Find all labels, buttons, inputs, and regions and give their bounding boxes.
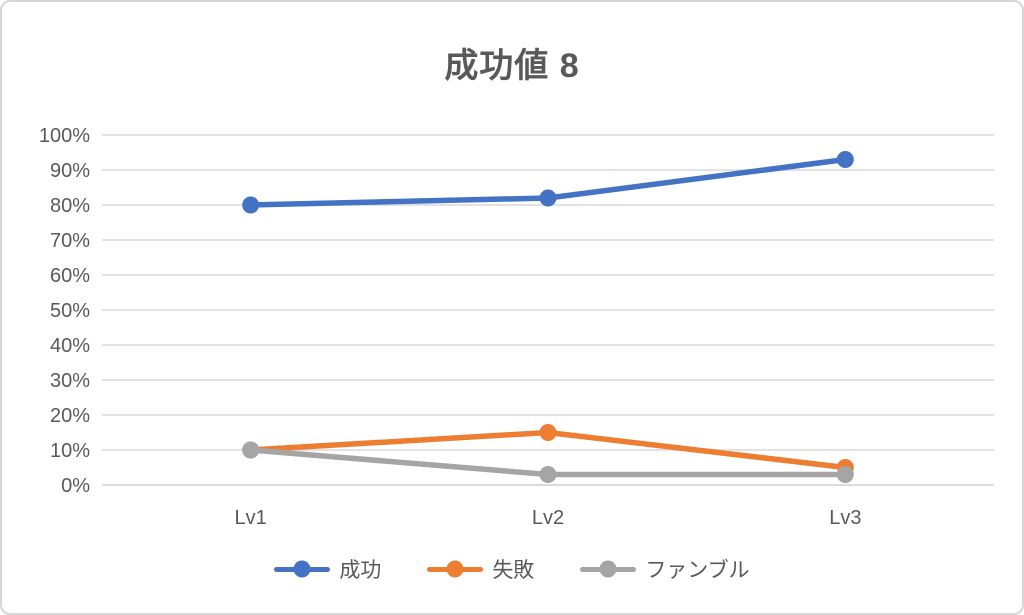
y-axis-tick-label: 20% bbox=[50, 405, 90, 427]
y-axis-tick-label: 30% bbox=[50, 370, 90, 392]
y-axis-tick-label: 40% bbox=[50, 335, 90, 357]
y-axis-tick-label: 60% bbox=[50, 265, 90, 287]
legend-label: 成功 bbox=[339, 559, 382, 582]
chart-legend: 成功 失敗 ファンブル bbox=[2, 554, 1022, 584]
legend-marker-dot bbox=[599, 560, 617, 578]
data-point-marker bbox=[242, 196, 260, 214]
legend-label: 失敗 bbox=[492, 559, 535, 582]
legend-item: 成功 bbox=[274, 554, 381, 584]
y-axis-tick-label: 10% bbox=[50, 440, 90, 462]
chart-title: 成功値 8 bbox=[444, 47, 580, 85]
x-axis-category-label: Lv1 bbox=[235, 507, 267, 529]
data-point-marker bbox=[242, 441, 260, 459]
x-axis-category-label: Lv2 bbox=[532, 507, 564, 529]
y-axis-tick-label: 70% bbox=[50, 230, 90, 252]
y-axis-tick-label: 0% bbox=[61, 475, 90, 497]
data-point-marker bbox=[539, 466, 557, 483]
legend-marker-line bbox=[274, 560, 331, 578]
legend-item: ファンブル bbox=[580, 554, 750, 584]
data-point-marker bbox=[836, 151, 854, 168]
legend-item: 失敗 bbox=[427, 554, 534, 584]
x-axis-category-label: Lv3 bbox=[829, 507, 861, 529]
legend-marker-line bbox=[580, 560, 637, 578]
legend-marker-dot bbox=[293, 560, 311, 578]
y-axis-tick-label: 50% bbox=[50, 300, 90, 322]
legend-marker-line bbox=[427, 560, 484, 578]
legend-label: ファンブル bbox=[645, 559, 750, 582]
y-axis-tick-label: 90% bbox=[50, 160, 90, 182]
data-point-marker bbox=[539, 424, 557, 441]
legend-marker-dot bbox=[446, 560, 464, 578]
y-axis-tick-label: 100% bbox=[39, 125, 90, 147]
data-point-marker bbox=[836, 466, 854, 483]
y-axis-tick-label: 80% bbox=[50, 195, 90, 217]
data-point-marker bbox=[539, 189, 557, 207]
